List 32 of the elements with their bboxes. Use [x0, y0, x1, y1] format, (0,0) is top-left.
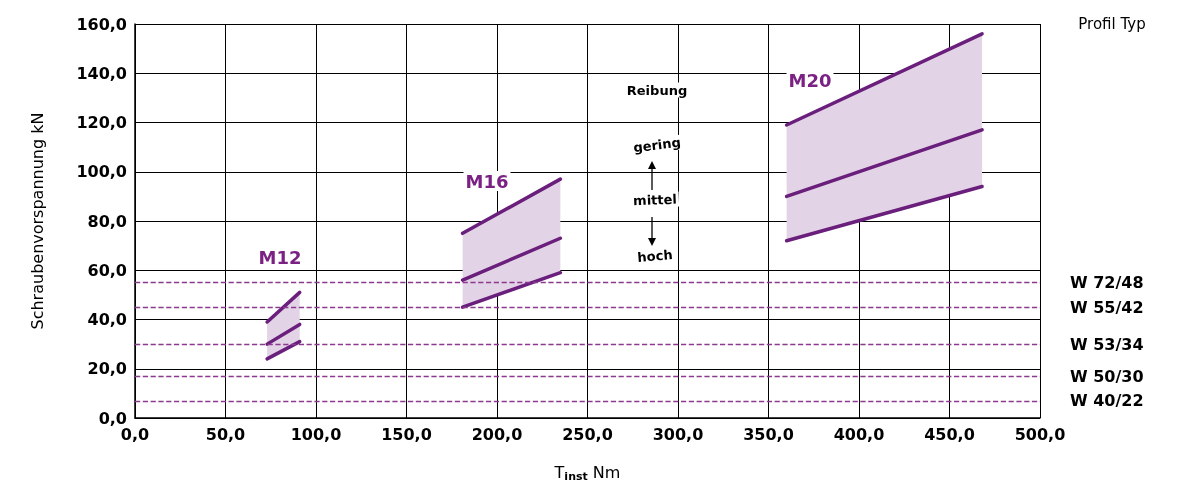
- y-tick-label: 60,0: [87, 260, 127, 280]
- x-tick-label: 200,0: [471, 424, 523, 444]
- text: Profil Typ: [1078, 15, 1146, 33]
- y-tick-label: 160,0: [76, 14, 127, 34]
- x-tick-label: 100,0: [290, 424, 342, 444]
- y-tick-label: 120,0: [76, 113, 127, 132]
- annotation: M16: [465, 170, 509, 192]
- x-tick-label: 300,0: [652, 424, 704, 444]
- annotation: M20: [788, 69, 832, 91]
- annotation: hoch: [636, 247, 674, 265]
- annotation: Reibung: [626, 82, 688, 98]
- x-tick-label: 250,0: [562, 424, 613, 444]
- ref-line-label: W 50/30: [1070, 366, 1144, 386]
- ref-line-label: W 72/48: [1070, 273, 1144, 293]
- ref-line-label: W 40/22: [1070, 391, 1144, 411]
- x-tick-label: 350,0: [743, 424, 794, 444]
- y-tick-label: 40,0: [87, 310, 127, 329]
- x-tick-label: 450,0: [924, 424, 975, 444]
- y-tick-label: 80,0: [87, 211, 127, 231]
- y-tick-label: 100,0: [76, 162, 127, 182]
- annotation: M12: [258, 246, 302, 268]
- x-tick-label: 50,0: [205, 424, 246, 444]
- y-tick-label: 20,0: [87, 359, 127, 379]
- annotation: gering: [632, 134, 682, 156]
- x-tick-label: 500,0: [1014, 424, 1066, 444]
- x-tick-label: 400,0: [833, 424, 885, 444]
- annotation: mittel: [632, 191, 678, 209]
- x-tick-label: 150,0: [381, 424, 432, 444]
- y-tick-label: 140,0: [76, 63, 127, 83]
- ref-line-label: W 55/42: [1070, 297, 1144, 317]
- ref-line-label: W 53/34: [1070, 334, 1144, 354]
- y-axis-title: Schraubenvorspannung kN: [27, 112, 47, 330]
